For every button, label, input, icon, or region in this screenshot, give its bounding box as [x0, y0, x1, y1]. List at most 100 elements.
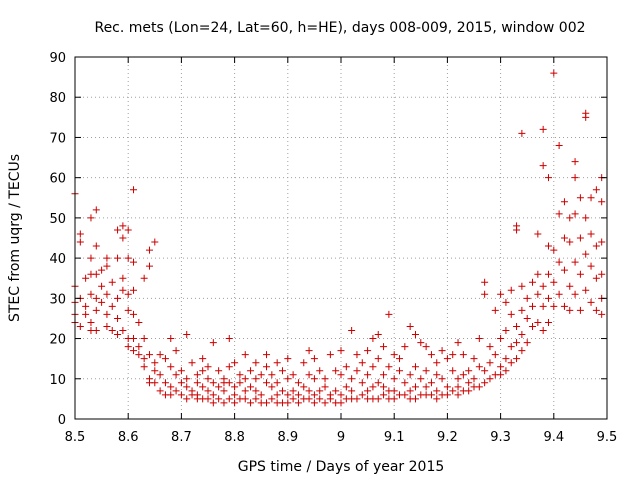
data-point — [241, 387, 249, 395]
data-point — [204, 387, 212, 395]
data-point — [539, 162, 547, 170]
data-point — [417, 375, 425, 383]
data-point — [119, 286, 127, 294]
data-point — [114, 331, 122, 339]
data-point — [305, 347, 313, 355]
data-point — [507, 286, 515, 294]
data-point — [560, 234, 568, 242]
data-point — [374, 331, 382, 339]
data-point — [225, 379, 233, 387]
data-point — [571, 158, 579, 166]
x-tick-label: 9 — [337, 430, 345, 445]
data-point — [326, 351, 334, 359]
data-point — [92, 242, 100, 250]
data-point — [544, 242, 552, 250]
data-point — [513, 322, 521, 330]
data-point — [289, 387, 297, 395]
data-point — [209, 379, 217, 387]
data-point — [582, 250, 590, 258]
data-point — [353, 351, 361, 359]
data-point — [167, 383, 175, 391]
data-point — [284, 399, 292, 407]
data-point — [76, 238, 84, 246]
data-point — [98, 298, 106, 306]
data-point — [475, 383, 483, 391]
data-point — [539, 125, 547, 133]
data-point — [124, 343, 132, 351]
data-point — [566, 306, 574, 314]
data-point — [252, 359, 260, 367]
data-point — [566, 238, 574, 246]
data-point — [183, 331, 191, 339]
data-point — [486, 375, 494, 383]
data-point — [544, 294, 552, 302]
data-point — [417, 339, 425, 347]
data-point — [337, 391, 345, 399]
data-point — [518, 129, 526, 137]
data-point — [491, 306, 499, 314]
data-point — [140, 363, 148, 371]
data-point — [119, 234, 127, 242]
data-point — [369, 335, 377, 343]
data-point — [454, 339, 462, 347]
data-point — [87, 214, 95, 222]
x-tick-label: 8.7 — [171, 430, 192, 445]
data-point — [348, 387, 356, 395]
data-point — [103, 322, 111, 330]
data-point — [172, 371, 180, 379]
data-point — [406, 387, 414, 395]
data-point — [534, 230, 542, 238]
y-tick-label: 10 — [49, 373, 66, 388]
data-point — [427, 379, 435, 387]
data-point — [124, 254, 132, 262]
data-point — [140, 355, 148, 363]
data-point — [390, 375, 398, 383]
data-point — [119, 222, 127, 230]
data-point — [358, 391, 366, 399]
data-point — [300, 359, 308, 367]
data-point — [465, 387, 473, 395]
data-point — [539, 282, 547, 290]
data-point — [576, 234, 584, 242]
data-point — [550, 69, 558, 77]
data-point — [550, 302, 558, 310]
data-point — [475, 363, 483, 371]
data-point — [422, 367, 430, 375]
data-point — [241, 375, 249, 383]
data-point — [560, 266, 568, 274]
data-point — [321, 383, 329, 391]
data-point — [358, 379, 366, 387]
data-point — [497, 363, 505, 371]
data-point — [114, 254, 122, 262]
x-tick-label: 8.9 — [277, 430, 298, 445]
data-point — [204, 395, 212, 403]
data-point — [369, 363, 377, 371]
data-point — [555, 141, 563, 149]
y-tick-labels: 0 10 20 30 40 50 60 70 80 90 — [49, 51, 66, 428]
data-point — [507, 343, 515, 351]
y-tick-label: 0 — [58, 413, 66, 428]
data-point — [156, 351, 164, 359]
data-point — [278, 387, 286, 395]
data-point — [518, 282, 526, 290]
data-point — [247, 399, 255, 407]
data-point — [571, 174, 579, 182]
data-point — [263, 399, 271, 407]
data-point — [571, 290, 579, 298]
data-point — [225, 395, 233, 403]
data-point — [87, 290, 95, 298]
x-axis-label: GPS time / Days of year 2015 — [238, 459, 445, 475]
data-point — [491, 351, 499, 359]
data-point — [263, 363, 271, 371]
data-point — [231, 359, 239, 367]
data-point — [177, 391, 185, 399]
data-point — [209, 339, 217, 347]
data-point — [215, 383, 223, 391]
data-point — [305, 371, 313, 379]
data-point — [273, 359, 281, 367]
data-point — [438, 347, 446, 355]
data-point — [587, 230, 595, 238]
data-point — [411, 331, 419, 339]
data-point — [353, 395, 361, 403]
data-point — [294, 399, 302, 407]
